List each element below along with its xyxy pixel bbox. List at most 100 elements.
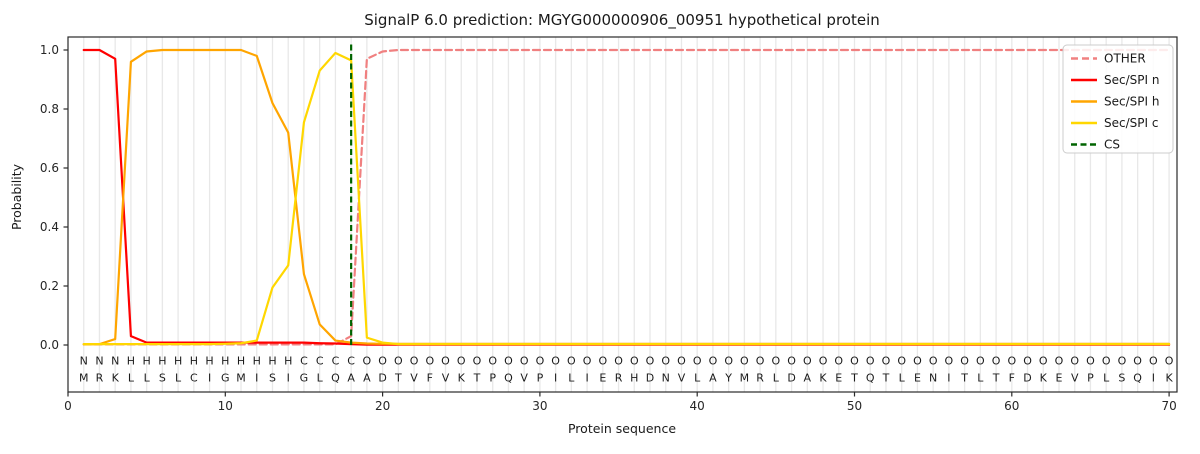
legend-item-sec-spi-n: Sec/SPI n	[1071, 73, 1159, 87]
region-letter: O	[473, 355, 482, 368]
sequence-letter: K	[819, 372, 827, 385]
sequence-letter: T	[394, 372, 402, 385]
sequence-letter: D	[646, 372, 654, 385]
region-letter: C	[316, 355, 324, 368]
sequence-letter: M	[236, 372, 246, 385]
y-tick-label: 0.0	[40, 338, 59, 352]
region-letter: O	[866, 355, 875, 368]
region-letter: O	[614, 355, 623, 368]
sequence-letter: R	[96, 372, 104, 385]
sequence-letter: A	[709, 372, 717, 385]
sequence-letter: P	[1087, 372, 1094, 385]
region-letter: O	[693, 355, 702, 368]
x-axis-label: Protein sequence	[568, 421, 676, 436]
region-letter: O	[772, 355, 781, 368]
region-letter: O	[394, 355, 403, 368]
sequence-letter: D	[1023, 372, 1031, 385]
region-letter: O	[661, 355, 670, 368]
region-letter: O	[1118, 355, 1127, 368]
axes: 0 10 20 30 40 50 60 70 0.0 0.2 0.4 0.6 0.8 1.0	[40, 36, 1178, 413]
legend-label-sec-spi-c: Sec/SPI c	[1104, 116, 1158, 130]
y-tick-label: 0.2	[40, 279, 59, 293]
x-tick-label: 50	[847, 399, 862, 413]
x-tick-label: 40	[690, 399, 705, 413]
legend: OTHER Sec/SPI n Sec/SPI h Sec/SPI c CS	[1062, 44, 1174, 154]
region-letter: N	[95, 355, 103, 368]
sequence-letter: L	[144, 372, 151, 385]
sequence-letter: V	[410, 372, 418, 385]
region-letter: O	[913, 355, 922, 368]
series-line-sec-spi-c	[82, 51, 1171, 346]
sequence-letter: T	[960, 372, 968, 385]
region-letter: O	[567, 355, 576, 368]
region-letter: H	[221, 355, 229, 368]
sequence-letter: I	[208, 372, 211, 385]
x-tick-label: 30	[532, 399, 547, 413]
region-letter: H	[205, 355, 213, 368]
sequence-letter: F	[1009, 372, 1015, 385]
region-letter: O	[882, 355, 891, 368]
sequence-letter: C	[190, 372, 198, 385]
region-letter: O	[646, 355, 655, 368]
x-tick-label: 10	[218, 399, 233, 413]
sequence-letter: Y	[724, 372, 732, 385]
sequence-letter: D	[378, 372, 386, 385]
x-tick-label: 0	[64, 399, 72, 413]
region-letter: O	[1165, 355, 1174, 368]
region-letter: O	[1086, 355, 1095, 368]
sequence-letter: A	[347, 372, 355, 385]
gridlines	[83, 37, 1170, 392]
probability-series	[82, 48, 1171, 346]
sequence-letter: M	[740, 372, 750, 385]
sequence-letter: H	[630, 372, 638, 385]
legend-item-sec-spi-h: Sec/SPI h	[1071, 95, 1159, 109]
legend-box	[1062, 44, 1174, 154]
sequence-letter: M	[79, 372, 89, 385]
sequence-letter: L	[694, 372, 701, 385]
sequence-letter: V	[678, 372, 686, 385]
sequence-letter: V	[1071, 372, 1079, 385]
region-letter: O	[457, 355, 466, 368]
sequence-letter: K	[112, 372, 120, 385]
sequence-letter: E	[1056, 372, 1063, 385]
region-letter: O	[1007, 355, 1016, 368]
y-tick-label: 0.4	[40, 220, 59, 234]
sequence-letter: G	[221, 372, 230, 385]
sequence-letter: I	[585, 372, 588, 385]
region-letter: O	[536, 355, 545, 368]
sequence-letter: P	[489, 372, 496, 385]
region-letter: O	[724, 355, 733, 368]
sequence-letter: A	[363, 372, 371, 385]
region-letter: O	[677, 355, 686, 368]
region-letter: H	[143, 355, 151, 368]
sequence-letter: P	[537, 372, 544, 385]
region-letter: O	[787, 355, 796, 368]
sequence-letter: I	[255, 372, 258, 385]
sequence-letter: L	[175, 372, 182, 385]
sequence-letter: G	[300, 372, 309, 385]
sequence-letter: K	[1165, 372, 1173, 385]
region-letter: O	[1102, 355, 1111, 368]
sequence-letter: E	[599, 372, 606, 385]
region-letter: O	[945, 355, 954, 368]
region-letter: C	[332, 355, 340, 368]
sequence-letter: R	[615, 372, 623, 385]
sequence-letter: E	[914, 372, 921, 385]
region-letter: N	[80, 355, 88, 368]
plot-spines	[67, 36, 1178, 393]
region-letter: C	[347, 355, 355, 368]
region-letter: O	[834, 355, 843, 368]
sequence-letter: R	[756, 372, 764, 385]
legend-item-other: OTHER	[1071, 52, 1146, 66]
legend-label-sec-spi-n: Sec/SPI n	[1104, 73, 1159, 87]
region-letter: H	[190, 355, 198, 368]
region-letter: O	[551, 355, 560, 368]
sequence-letter: I	[947, 372, 950, 385]
region-letter: O	[740, 355, 749, 368]
region-letter: H	[268, 355, 276, 368]
sequence-letter: K	[1040, 372, 1048, 385]
sequence-letter: S	[269, 372, 276, 385]
sequence-letter: N	[662, 372, 670, 385]
region-letter: N	[111, 355, 119, 368]
region-letter: O	[488, 355, 497, 368]
